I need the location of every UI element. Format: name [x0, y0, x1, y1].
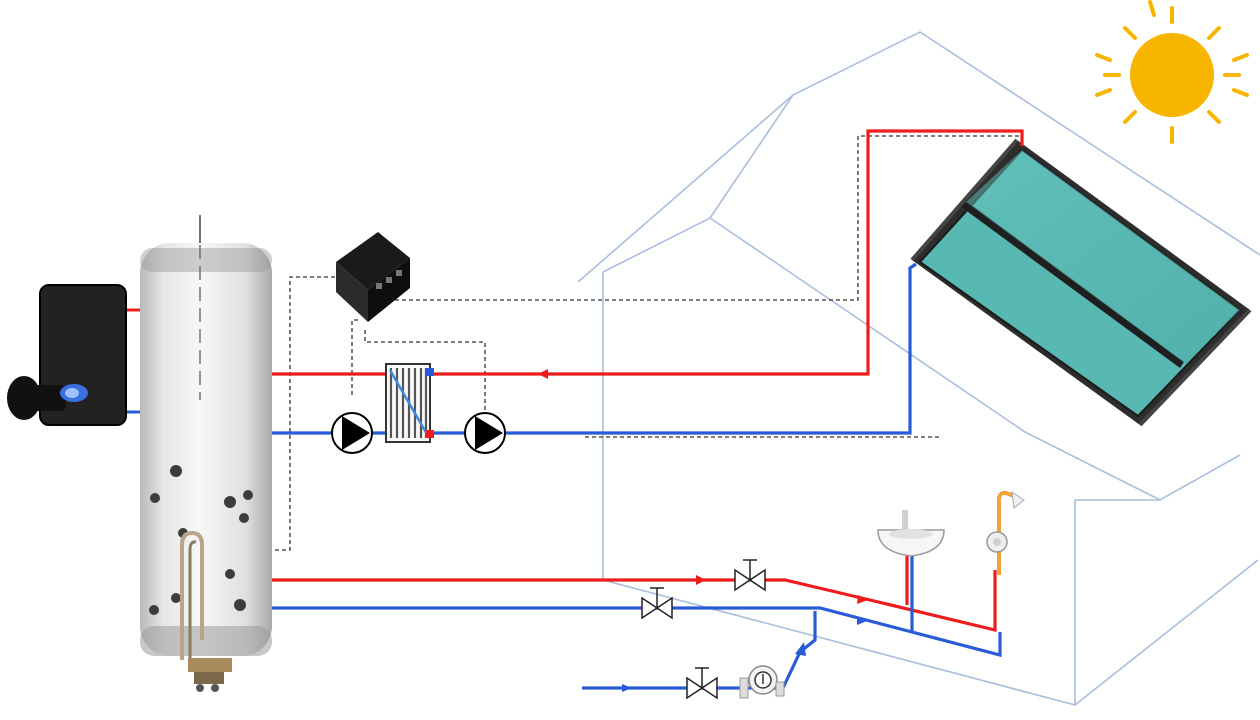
wash-basin: [877, 510, 945, 557]
secondary-circulation-pump: [464, 412, 506, 454]
sun-icon: [1095, 0, 1249, 144]
solar-controller: [336, 232, 410, 322]
control-wiring: [272, 135, 1020, 551]
shower-head: [986, 490, 1025, 575]
domestic-cold-pipe: [272, 555, 1002, 692]
solar-cold-pipe: [272, 262, 917, 435]
plate-heat-exchanger: [385, 363, 434, 443]
house-outline: [577, 31, 1260, 707]
electric-heating-element: [180, 530, 232, 692]
solar-collector-panel: [910, 138, 1252, 427]
cold-water-valve: [641, 587, 673, 620]
hot-water-valve: [734, 559, 766, 592]
inlet-valve: [686, 667, 718, 700]
solar-hot-pipe: [272, 129, 1024, 379]
boiler-burner: [7, 284, 140, 426]
water-meter: [739, 665, 785, 699]
storage-tank: [140, 215, 272, 656]
primary-circulation-pump: [331, 412, 373, 454]
domestic-hot-pipe: [272, 555, 997, 633]
